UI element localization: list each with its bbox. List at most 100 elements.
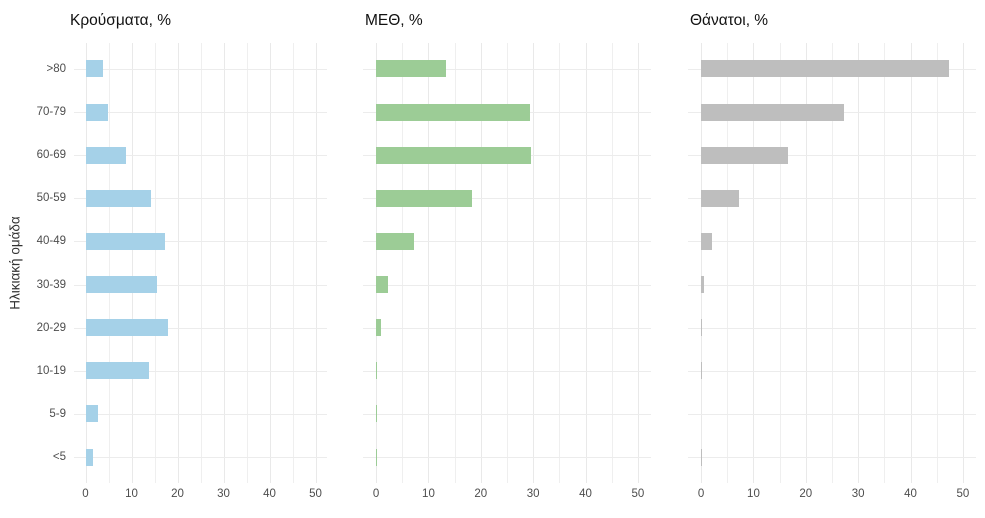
gridline-horizontal [74, 284, 327, 286]
x-tick-label: 40 [904, 488, 917, 500]
gridline-vertical [858, 43, 860, 483]
x-tick-label: 50 [956, 488, 970, 500]
bar-70-79 [376, 103, 531, 121]
gridline-horizontal [74, 241, 327, 243]
gridline-vertical [779, 43, 781, 483]
bar-30-39 [376, 276, 389, 294]
gridline-horizontal [688, 457, 976, 459]
x-tick-label: 0 [697, 488, 705, 500]
y-tick-label: 10-19 [36, 364, 66, 377]
gridline-vertical [315, 43, 317, 483]
x-tick-label: 20 [799, 488, 813, 500]
gridline-vertical [805, 43, 807, 483]
y-tick-label: <5 [52, 451, 66, 464]
gridline-vertical [108, 43, 110, 483]
bar-50-59 [85, 189, 152, 207]
gridline-vertical [376, 43, 378, 483]
gridline-vertical [154, 43, 156, 483]
x-tick-label: 40 [579, 488, 592, 500]
x-axis-cases: 0 10 20 30 40 50 [74, 483, 327, 508]
bar->80 [701, 60, 949, 78]
gridline-vertical [910, 43, 912, 483]
gridline-vertical [507, 43, 508, 483]
gridline-horizontal [74, 198, 327, 200]
gridline-vertical [402, 43, 404, 483]
bar-10-19 [376, 362, 378, 380]
x-tick-label: 30 [851, 488, 865, 500]
gridline-horizontal [74, 327, 327, 329]
y-tick-label: 50-59 [36, 192, 66, 205]
x-axis-deaths: 0 10 20 30 40 50 [688, 483, 976, 508]
gridline-vertical [246, 43, 248, 483]
bar-30-39 [85, 276, 157, 294]
x-tick-label: 50 [309, 488, 322, 500]
gridline-vertical [753, 43, 755, 483]
bar-20-29 [85, 319, 169, 337]
gridline-vertical [454, 43, 456, 483]
bar-60-69 [376, 146, 532, 164]
y-axis-tick-labels: >80 70-79 60-69 50-59 40-49 30-39 20-29 10-19 5-… [30, 43, 74, 483]
plot-panel-cases [74, 43, 327, 483]
y-tick-label: 20-29 [36, 321, 66, 334]
bar-20-29 [701, 319, 703, 337]
bar-5-9 [85, 405, 99, 423]
gridline-vertical [480, 43, 482, 483]
gridline-horizontal [363, 327, 651, 329]
gridline-vertical [832, 43, 833, 483]
gridline-vertical [85, 43, 87, 483]
bar-<5 [85, 448, 94, 466]
x-tick-label: 0 [372, 488, 380, 500]
gridline-horizontal [688, 241, 976, 243]
gridline-horizontal [363, 198, 651, 200]
x-tick-label: 50 [631, 488, 645, 500]
gridline-vertical [177, 43, 179, 483]
gridline-vertical [637, 43, 639, 483]
bar-5-9 [376, 405, 378, 423]
bar-<5 [701, 448, 703, 466]
gridline-vertical [428, 43, 430, 483]
chart-title-cases: Κρούσματα, % [70, 12, 171, 29]
bar->80 [85, 60, 104, 78]
y-tick-label: 5-9 [49, 407, 66, 420]
y-tick-label: 60-69 [36, 149, 66, 162]
gridline-horizontal [688, 370, 976, 372]
plot-panel-deaths [688, 43, 976, 483]
bar-70-79 [85, 103, 109, 121]
x-tick-label: 0 [82, 488, 89, 500]
bar-40-49 [85, 232, 165, 250]
gridline-horizontal [363, 284, 651, 286]
bar-50-59 [701, 189, 740, 207]
gridline-horizontal [74, 457, 327, 459]
chart-title-icu: ΜΕΘ, % [365, 12, 423, 29]
x-tick-label: 30 [526, 488, 540, 500]
bar-30-39 [701, 276, 704, 294]
gridline-horizontal [688, 198, 976, 200]
gridline-horizontal [688, 155, 976, 157]
gridline-vertical [292, 43, 294, 483]
gridline-vertical [559, 43, 561, 483]
gridline-horizontal [688, 413, 976, 415]
y-axis-title: Ηλικιακή ομάδα [7, 216, 23, 310]
bar->80 [376, 60, 447, 78]
chart-deaths: Θάνατοι, % 0 10 20 30 40 50 [688, 0, 976, 518]
gridline-horizontal [363, 457, 651, 459]
bar-10-19 [85, 362, 149, 380]
x-tick-label: 30 [217, 488, 230, 500]
x-tick-label: 20 [474, 488, 488, 500]
gridline-vertical [701, 43, 703, 483]
x-tick-label: 10 [747, 488, 760, 500]
y-tick-label: 40-49 [36, 235, 66, 248]
bar-40-49 [376, 232, 414, 250]
gridline-vertical [884, 43, 886, 483]
chart-title-deaths: Θάνατοι, % [690, 12, 769, 29]
gridline-horizontal [363, 370, 651, 372]
plot-panel-icu [363, 43, 651, 483]
bar-50-59 [376, 189, 472, 207]
chart-cases: Κρούσματα, % >80 70-79 60-69 50-59 40-49 30-3… [30, 0, 327, 518]
bar-20-29 [376, 319, 382, 337]
bar-<5 [376, 448, 378, 466]
gridline-vertical [269, 43, 271, 483]
x-tick-label: 20 [171, 488, 184, 500]
gridline-vertical [936, 43, 938, 483]
